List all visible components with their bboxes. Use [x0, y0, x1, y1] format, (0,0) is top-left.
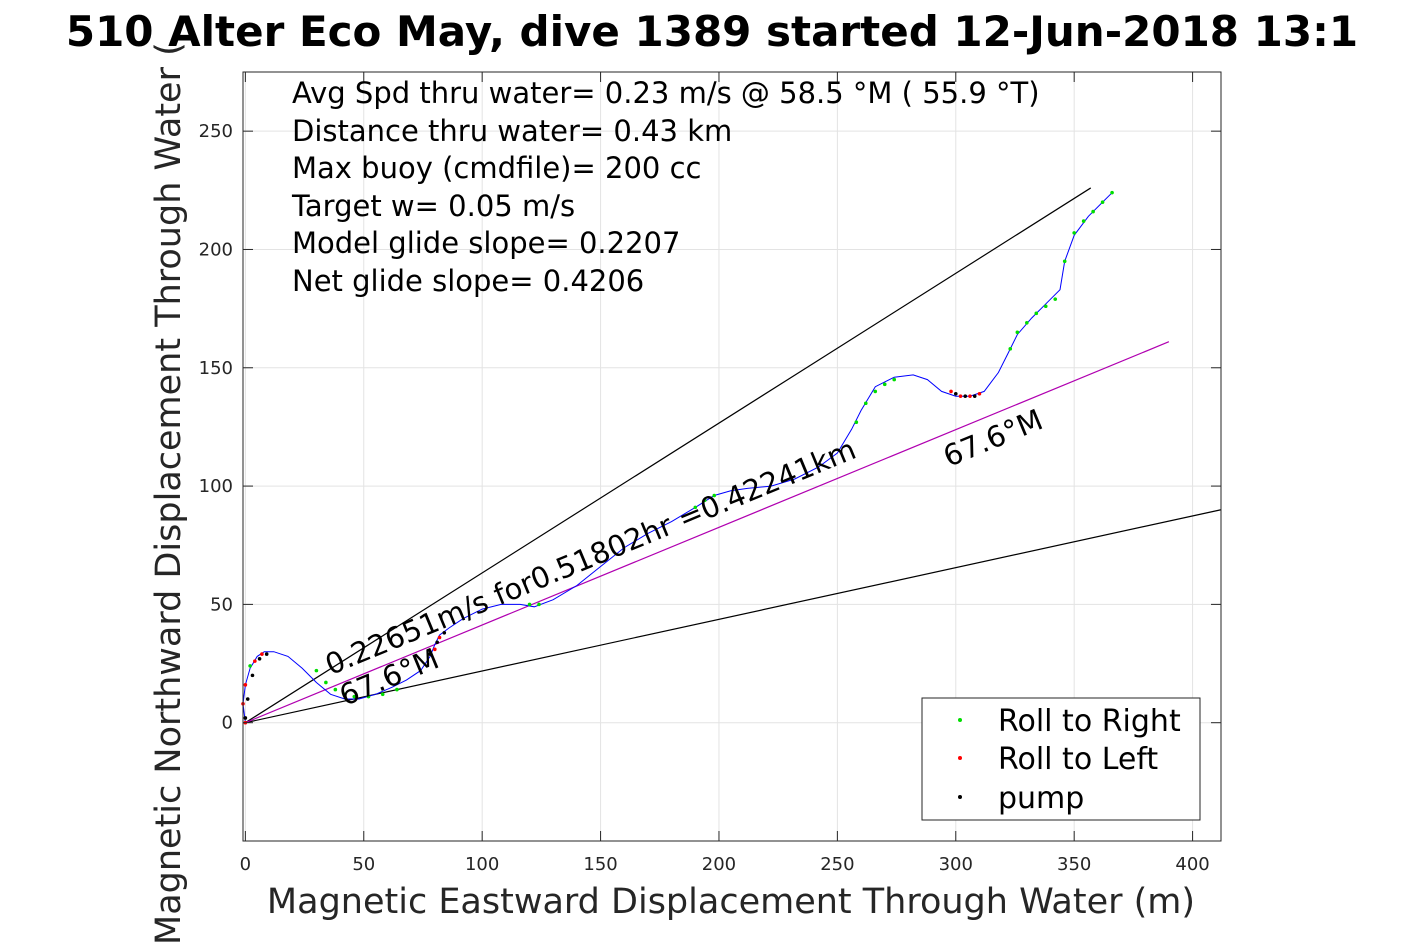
- point-roll-to-left: [958, 394, 963, 398]
- point-roll-to-left: [437, 635, 442, 640]
- y-tick-label: 200: [199, 239, 233, 260]
- legend: Roll to Right Roll to Left pump: [921, 697, 1201, 821]
- point-roll-to-right: [1043, 304, 1048, 309]
- point-roll-to-right: [1015, 330, 1020, 335]
- point-roll-to-right: [1034, 311, 1039, 316]
- point-roll-to-left: [949, 389, 953, 394]
- x-tick-label: 250: [820, 854, 854, 875]
- point-roll-to-left: [977, 391, 982, 396]
- point-roll-to-right: [333, 687, 338, 692]
- x-tick-label: 300: [939, 854, 973, 875]
- x-tick-label: 350: [1057, 854, 1091, 875]
- point-roll-to-right: [854, 420, 859, 424]
- point-pump: [243, 716, 248, 720]
- point-roll-to-right: [882, 382, 887, 387]
- point-roll-to-right: [248, 664, 252, 668]
- point-roll-to-right: [1110, 190, 1114, 195]
- x-tick-label: 50: [352, 854, 375, 875]
- point-pump: [953, 391, 958, 396]
- point-roll-to-right: [1100, 200, 1105, 204]
- x-tick-label: 100: [465, 854, 499, 875]
- point-roll-to-right: [1081, 219, 1086, 223]
- point-roll-to-right: [712, 493, 717, 498]
- point-pump: [245, 697, 250, 701]
- point-roll-to-right: [1091, 209, 1095, 214]
- marker-points: [241, 190, 1114, 725]
- x-tick-label: 400: [1175, 854, 1209, 875]
- info-line-net-glide: Net glide slope= 0.4206: [292, 264, 644, 298]
- plot-border: [242, 71, 1222, 842]
- point-roll-to-right: [395, 687, 399, 692]
- point-roll-to-left: [243, 683, 248, 687]
- point-roll-to-right: [892, 377, 897, 382]
- info-line-target-w: Target w= 0.05 m/s: [291, 189, 575, 223]
- trajectory-line: [242, 192, 1113, 723]
- axis-ticks: 0 50 100 150 200 250 300 350 400 0 50 100 150 200 250: [199, 72, 1221, 875]
- y-tick-label: 150: [199, 358, 233, 379]
- point-roll-to-right: [1053, 297, 1058, 301]
- point-roll-to-left: [968, 394, 972, 398]
- point-pump: [428, 652, 432, 656]
- x-tick-label: 0: [240, 854, 251, 875]
- legend-label-roll-right: Roll to Right: [998, 704, 1181, 739]
- point-roll-to-right: [324, 680, 328, 685]
- point-pump: [257, 657, 262, 661]
- legend-label-pump: pump: [998, 781, 1084, 816]
- point-roll-to-right: [380, 692, 385, 697]
- point-roll-to-right: [352, 694, 357, 699]
- point-roll-to-right: [537, 602, 541, 607]
- y-tick-label: 250: [199, 121, 233, 142]
- point-roll-to-right: [1008, 347, 1013, 351]
- info-line-avg-speed: Avg Spd thru water= 0.23 m/s @ 58.5 °M (…: [292, 76, 1040, 110]
- x-axis-label: Magnetic Eastward Displacement Through W…: [267, 882, 1195, 922]
- chart-title: 510 Alter Eco May, dive 1389 started 12-…: [66, 7, 1358, 56]
- point-roll-to-left: [433, 647, 437, 652]
- point-roll-to-right: [693, 505, 698, 510]
- reference-lines: [245, 187, 1222, 724]
- point-roll-to-right: [1072, 231, 1076, 235]
- point-roll-to-right: [1025, 321, 1029, 325]
- point-roll-to-right: [314, 668, 319, 673]
- point-roll-to-right: [873, 389, 878, 394]
- plot-area: 0 50 100 150 200 250 300 350 400 0 50 100 150 200 250: [199, 71, 1222, 875]
- legend-marker-pump: [958, 795, 962, 799]
- x-tick-label: 200: [702, 854, 736, 875]
- y-tick-label: 0: [222, 713, 233, 734]
- info-line-max-buoy: Max buoy (cmdfile)= 200 cc: [292, 151, 701, 185]
- point-pump: [442, 630, 447, 635]
- point-roll-to-right: [343, 692, 347, 697]
- info-text-block: Avg Spd thru water= 0.23 m/s @ 58.5 °M (…: [291, 76, 1040, 298]
- point-roll-to-left: [260, 652, 264, 656]
- point-roll-to-right: [527, 602, 532, 607]
- y-tick-label: 100: [199, 476, 233, 497]
- x-tick-label: 150: [583, 854, 617, 875]
- reference-line: [245, 341, 1170, 724]
- point-roll-to-left: [253, 659, 257, 663]
- point-roll-to-right: [1062, 259, 1067, 264]
- point-roll-to-right: [366, 694, 371, 699]
- point-pump: [435, 640, 439, 645]
- point-roll-to-right: [702, 498, 707, 503]
- reference-line: [245, 509, 1222, 724]
- legend-box: [921, 697, 1201, 821]
- point-pump: [264, 652, 269, 656]
- point-pump: [963, 394, 968, 398]
- info-line-model-glide: Model glide slope= 0.2207: [292, 226, 680, 260]
- legend-label-roll-left: Roll to Left: [998, 742, 1158, 777]
- info-line-distance: Distance thru water= 0.43 km: [292, 114, 732, 148]
- point-pump: [250, 673, 255, 678]
- legend-marker-roll-right: [958, 718, 962, 722]
- reference-line: [245, 187, 1092, 724]
- point-roll-to-right: [863, 401, 868, 406]
- point-pump: [972, 394, 977, 398]
- legend-marker-roll-left: [958, 756, 962, 760]
- y-tick-label: 50: [210, 594, 233, 615]
- y-axis-label: Magnetic Northward Displacement Through …: [149, 42, 189, 945]
